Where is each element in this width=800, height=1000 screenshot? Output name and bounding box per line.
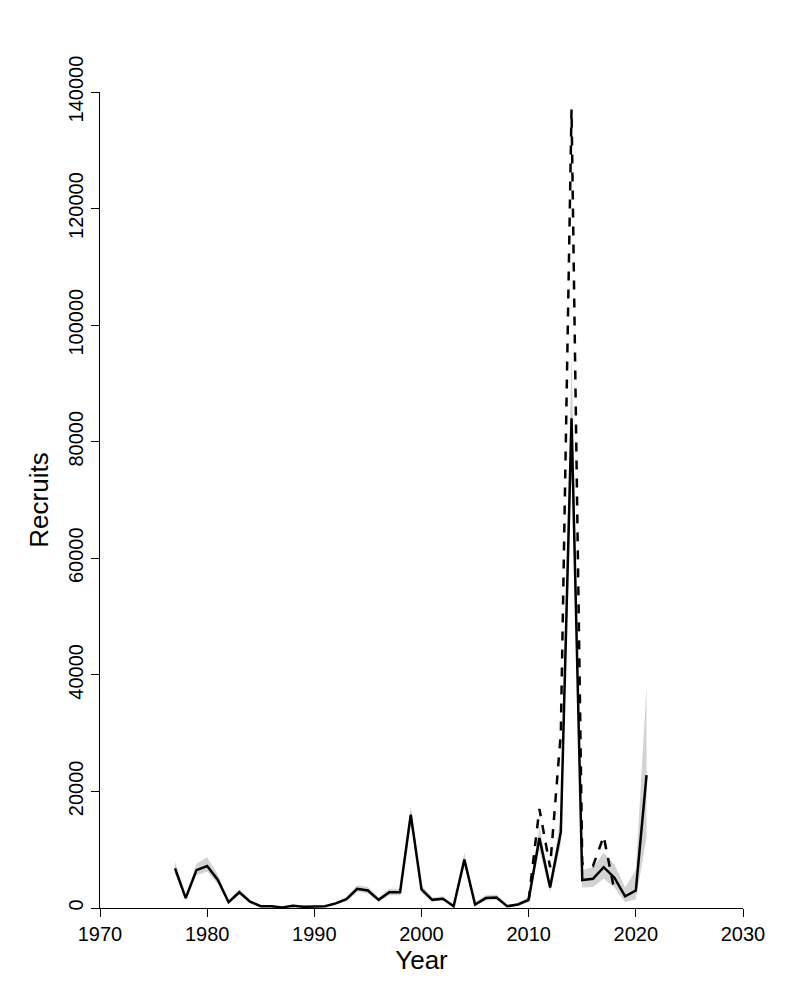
svg-text:Recruits: Recruits [24,452,54,547]
svg-text:120000: 120000 [65,172,87,239]
svg-text:60000: 60000 [65,527,87,583]
svg-text:20000: 20000 [65,761,87,817]
svg-text:0: 0 [65,899,87,910]
svg-text:1980: 1980 [185,923,230,945]
svg-text:40000: 40000 [65,644,87,700]
svg-text:1990: 1990 [292,923,337,945]
svg-text:140000: 140000 [65,56,87,123]
svg-text:2020: 2020 [614,923,659,945]
svg-text:2000: 2000 [399,923,444,945]
svg-text:2030: 2030 [721,923,766,945]
svg-text:1970: 1970 [78,923,123,945]
svg-text:Year: Year [395,945,448,975]
svg-text:2010: 2010 [506,923,551,945]
svg-text:100000: 100000 [65,289,87,356]
svg-text:80000: 80000 [65,411,87,467]
